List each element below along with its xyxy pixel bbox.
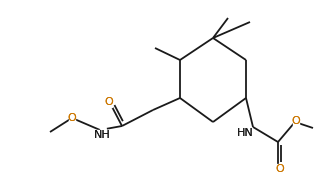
Text: NH: NH <box>93 130 110 140</box>
Text: O: O <box>68 113 76 123</box>
Text: HN: HN <box>237 128 253 138</box>
Bar <box>293 116 299 126</box>
Text: O: O <box>292 116 301 126</box>
Text: O: O <box>68 113 76 123</box>
Text: O: O <box>105 97 114 107</box>
Bar <box>106 97 112 107</box>
Text: O: O <box>105 97 114 107</box>
Bar <box>238 128 252 138</box>
Text: O: O <box>276 164 284 174</box>
Bar <box>95 130 108 140</box>
Text: HN: HN <box>237 128 253 138</box>
Text: O: O <box>292 116 301 126</box>
Bar <box>69 113 75 123</box>
Text: O: O <box>276 164 284 174</box>
Text: NH: NH <box>93 130 110 140</box>
Bar <box>277 164 283 174</box>
